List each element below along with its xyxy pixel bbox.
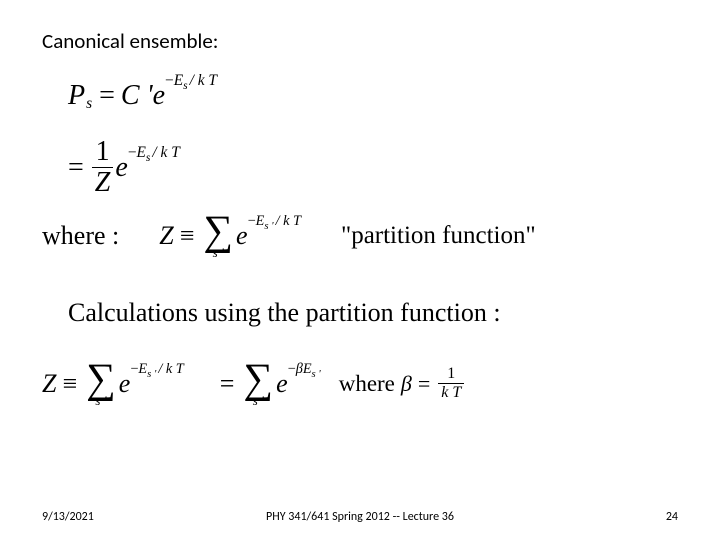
- calc-text: Calculations using the partition functio…: [68, 298, 501, 327]
- exp-beta: β: [296, 361, 303, 377]
- frac-1z: 1 Z: [92, 138, 114, 197]
- equation-partition-def: where : Z ≡ ∑ s ' e −Es '/ k T "partitio…: [42, 212, 536, 259]
- sym-e: e: [115, 152, 127, 184]
- sym-eq: =: [68, 152, 84, 184]
- num-1: 1: [444, 366, 458, 383]
- slide-heading: Canonical ensemble:: [42, 28, 218, 54]
- section-heading-calc: Calculations using the partition functio…: [68, 298, 501, 328]
- sym-equiv: ≡: [62, 369, 77, 399]
- sigma-icon: ∑: [86, 360, 116, 397]
- where-label: where :: [42, 221, 119, 251]
- exp-2: −Es/ k T: [128, 144, 180, 164]
- exp-sub: s ': [264, 220, 273, 232]
- exp-3: −Es '/ k T: [248, 213, 301, 232]
- exp-kt: / k T: [190, 72, 217, 89]
- sum-1: ∑ s ': [203, 212, 233, 259]
- partition-label: "partition function": [341, 222, 536, 250]
- exp-4b: −βEs ': [288, 361, 321, 380]
- exp-1: −Es/ k T: [165, 72, 217, 92]
- sym-e: e: [236, 221, 248, 251]
- sum-sub: s ': [213, 247, 224, 259]
- exp-4a: −Es '/ k T: [130, 361, 183, 380]
- sym-eq: =: [220, 369, 235, 399]
- exp-sub: s ': [147, 368, 156, 380]
- exp-E: E: [174, 72, 183, 89]
- num-1: 1: [93, 138, 113, 167]
- footer-center-text: PHY 341/641 Spring 2012 -- Lecture 36: [266, 510, 454, 524]
- where-label-2: where: [339, 371, 395, 397]
- sum-sub: s ': [253, 395, 264, 407]
- sym-e: e: [119, 369, 131, 399]
- footer-page: 24: [666, 510, 678, 524]
- exp-E: E: [138, 361, 147, 377]
- sym-Z: Z: [42, 369, 56, 399]
- sym-beta: β: [401, 371, 412, 397]
- den-Z: Z: [92, 167, 114, 197]
- slide: Canonical ensemble: P s = C ' e −Es/ k T…: [0, 0, 720, 540]
- equation-Z-beta: Z ≡ ∑ s ' e −Es '/ k T = ∑ s ' e −βEs ': [42, 360, 466, 407]
- sum-2a: ∑ s ': [86, 360, 116, 407]
- exp-minus: −: [248, 213, 256, 229]
- sym-e: e: [153, 80, 165, 112]
- footer-center: PHY 341/641 Spring 2012 -- Lecture 36: [0, 510, 720, 524]
- sigma-icon: ∑: [243, 360, 273, 397]
- exp-E: E: [137, 144, 146, 161]
- exp-sub: s: [183, 80, 188, 92]
- exp-kt: / k T: [276, 213, 301, 229]
- sym-Cprime: C ': [121, 80, 153, 112]
- heading-text: Canonical ensemble:: [42, 28, 218, 54]
- equation-probability: P s = C ' e −Es/ k T: [68, 80, 217, 112]
- exp-minus: −: [288, 361, 296, 377]
- sym-Z: Z: [159, 221, 173, 251]
- exp-sub: s: [146, 152, 151, 164]
- sym-P: P: [68, 80, 85, 112]
- sigma-icon: ∑: [203, 212, 233, 249]
- exp-minus: −: [128, 144, 137, 161]
- footer-page-text: 24: [666, 510, 678, 524]
- exp-sub: s ': [312, 368, 321, 380]
- exp-kt: / k T: [158, 361, 183, 377]
- exp-kt: / k T: [152, 144, 179, 161]
- sym-s: s: [86, 95, 92, 113]
- frac-1kt: 1 k T: [438, 366, 464, 401]
- exp-minus: −: [165, 72, 174, 89]
- sum-2b: ∑ s ': [243, 360, 273, 407]
- sym-eq: =: [99, 80, 115, 112]
- equation-probability-2: = 1 Z e −Es/ k T: [68, 138, 180, 197]
- sum-sub: s ': [95, 395, 106, 407]
- exp-E: E: [303, 361, 312, 377]
- den-kt: k T: [438, 383, 464, 401]
- sym-e: e: [276, 369, 288, 399]
- sym-eq2: =: [418, 371, 430, 397]
- sym-equiv: ≡: [180, 221, 195, 251]
